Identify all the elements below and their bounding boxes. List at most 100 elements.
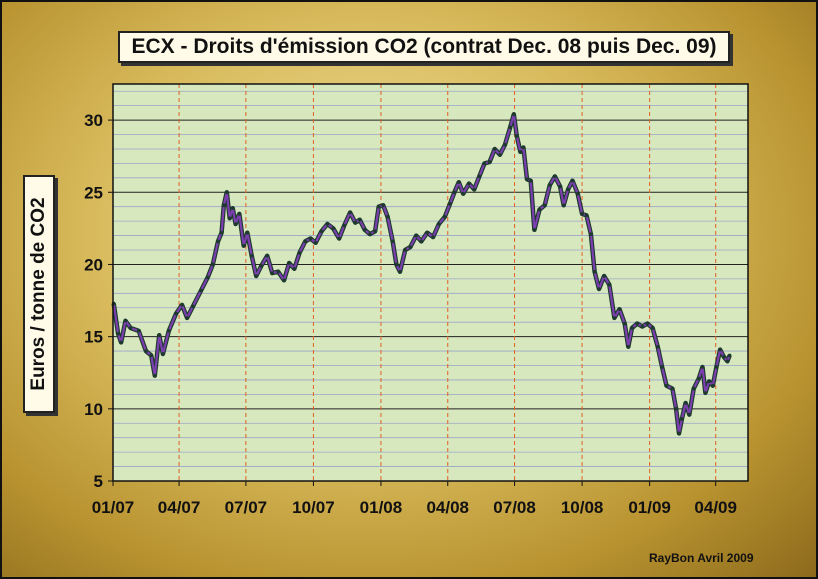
vertical-gridlines [178,84,717,481]
data-point [553,174,557,179]
data-point [357,217,362,222]
data-point [166,329,171,333]
x-tick-label: 04/07 [158,498,201,517]
data-point [385,215,390,219]
data-point [233,222,238,226]
data-point [703,391,708,395]
data-point [547,183,552,187]
data-point [425,230,429,235]
data-point [630,326,634,330]
y-tick-labels: 5 10 15 20 25 30 [84,111,113,491]
data-point [570,178,575,183]
data-point [537,207,542,212]
data-point [219,230,224,235]
data-point [259,264,264,268]
data-point [448,202,452,206]
data-point [245,230,250,235]
data-point [617,307,622,312]
data-point [472,187,476,192]
data-point [419,239,424,244]
data-point [437,222,441,226]
data-point [199,288,203,293]
data-point [136,329,141,333]
data-point [265,253,269,258]
data-point [467,181,471,186]
data-point [580,212,584,216]
data-point [224,190,229,195]
data-point [174,311,178,316]
x-tick-label: 01/08 [360,498,403,517]
data-point [249,253,254,258]
data-point [650,326,655,330]
data-point [674,407,678,411]
data-point [348,210,352,215]
x-tick-label: 07/07 [225,498,268,517]
y-axis-label-box: Euros / tonne de CO2 [23,175,55,413]
x-tick-label: 04/08 [426,498,469,517]
data-point [227,216,232,221]
x-tick-label: 07/08 [493,498,536,517]
data-point [683,401,688,405]
data-point [566,187,570,192]
data-point [452,190,457,195]
data-point [487,160,492,164]
plot-border [112,83,749,482]
chart-title: ECX - Droits d'émission CO2 (contrat Dec… [118,31,730,63]
data-point [725,359,730,363]
data-point [612,316,617,320]
data-point [597,287,601,291]
data-point [297,251,302,255]
data-point [607,282,612,287]
data-point [241,243,246,248]
data-point [398,269,402,274]
data-point [687,412,692,417]
data-point [308,236,313,241]
data-point [144,349,148,353]
data-point [303,239,308,244]
minor-gridlines [113,90,748,467]
data-point [216,239,220,244]
data-point [390,239,395,244]
x-tick-label: 10/07 [292,498,335,517]
data-point [443,215,447,219]
data-point [403,248,407,252]
data-point [331,226,336,231]
data-point [222,203,226,208]
data-point [503,142,507,147]
data-point [707,379,711,384]
data-point [700,365,705,369]
data-point [230,206,235,210]
y-tick-label: 15 [84,328,103,347]
data-point [691,386,696,391]
data-point [149,353,153,358]
data-point [584,213,589,218]
x-tick-label: 01/07 [92,498,135,517]
data-point [394,262,399,267]
data-point [373,229,377,234]
data-point [237,212,242,216]
data-point [456,180,461,184]
x-tick-label: 10/08 [561,498,604,517]
data-point [325,222,330,226]
data-point [270,271,275,275]
data-point [116,331,120,336]
data-point [635,321,639,326]
data-point [589,232,593,236]
x-tick-label: 01/09 [628,498,671,517]
data-point [727,353,732,358]
data-point [376,204,381,209]
data-point [482,161,487,166]
data-point [342,223,347,228]
data-point [521,145,526,150]
data-point [492,147,497,151]
x-tick-label: 04/09 [694,498,737,517]
y-tick-label: 30 [84,111,103,130]
data-point [664,383,669,388]
data-point [714,365,719,369]
data-point [528,178,533,183]
data-point [362,228,367,232]
data-point [718,347,722,352]
data-point [292,266,297,271]
data-point [211,262,215,267]
